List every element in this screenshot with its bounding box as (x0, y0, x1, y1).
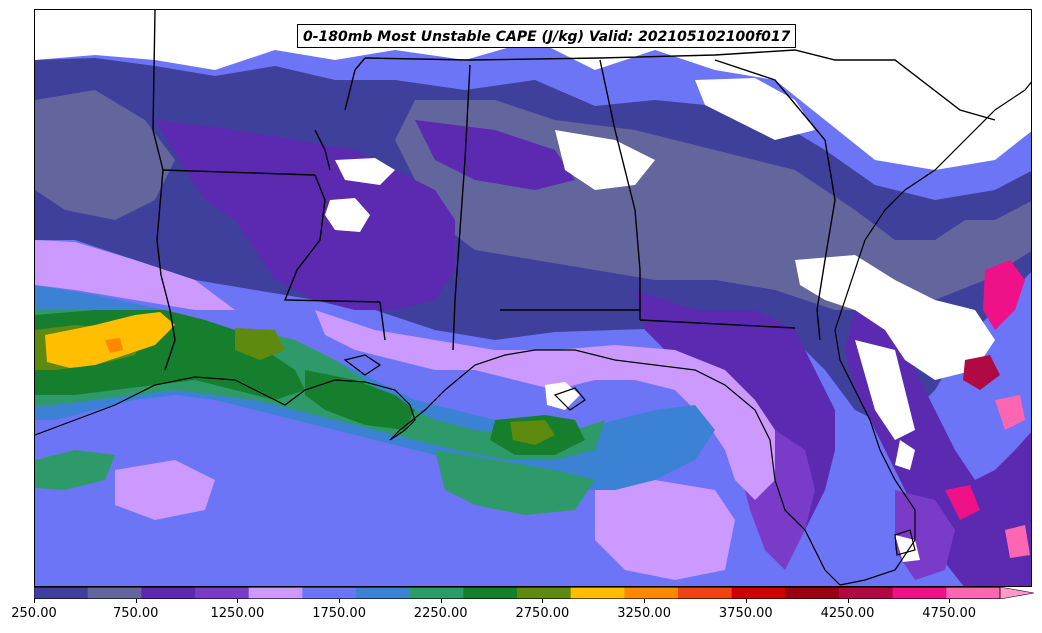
colorbar-tick-label: 4250.00 (820, 606, 875, 621)
colorbar-segment (302, 587, 357, 599)
colorbar-tick-mark (644, 599, 646, 603)
colorbar-tick-mark (237, 599, 239, 603)
colorbar-tick-mark (847, 599, 849, 603)
colorbar-tick-mark (440, 599, 442, 603)
colorbar-segment (141, 587, 196, 599)
colorbar-tick-label: 250.00 (11, 606, 57, 621)
colorbar-outline (34, 587, 1001, 599)
cape-field-map (35, 10, 1031, 586)
state-boundaries (152, 10, 996, 371)
colorbar-tick-row: 250.00 750.00 1250.00 1750.00 2250.00 2750.00… (0, 599, 1042, 629)
map-title: 0-180mb Most Unstable CAPE (J/kg) Valid:… (297, 24, 797, 48)
colorbar-tick-label: 4750.00 (922, 606, 977, 621)
colorbar-segment (34, 587, 89, 599)
colorbar-tick-mark (34, 599, 35, 603)
colorbar-tick-mark (135, 599, 137, 603)
colorbar-segment (195, 587, 250, 599)
colorbar-segment (624, 587, 679, 599)
colorbar-tick-mark (949, 599, 951, 603)
colorbar-segment (517, 587, 572, 599)
colorbar (34, 587, 1034, 599)
colorbar-tick-mark (542, 599, 544, 603)
colorbar-tick-label: 1250.00 (210, 606, 265, 621)
colorbar-segment (785, 587, 840, 599)
colorbar-gradient (34, 587, 1034, 599)
colorbar-tick-label: 3250.00 (617, 606, 671, 621)
cape-map: 0-180mb Most Unstable CAPE (J/kg) Valid:… (34, 9, 1032, 587)
colorbar-tick-label: 3750.00 (718, 606, 773, 621)
colorbar-segment (839, 587, 894, 599)
cape-fill-layer (35, 10, 1031, 586)
colorbar-tick-label: 1750.00 (312, 606, 366, 621)
colorbar-tick-mark (339, 599, 341, 603)
colorbar-segment (87, 587, 142, 599)
colorbar-segment (570, 587, 625, 599)
colorbar-tick-label: 2250.00 (413, 606, 468, 621)
colorbar-segment (463, 587, 518, 599)
colorbar-segment (731, 587, 786, 599)
colorbar-tick-label: 750.00 (112, 606, 159, 621)
colorbar-segment (409, 587, 464, 599)
colorbar-segment (356, 587, 411, 599)
colorbar-tick-mark (745, 599, 747, 603)
colorbar-tick-label: 2750.00 (515, 606, 570, 621)
coastline (35, 81, 1031, 586)
colorbar-segment (892, 587, 947, 599)
colorbar-segment (248, 587, 303, 599)
colorbar-segment (678, 587, 733, 599)
colorbar-extend-arrow (999, 587, 1034, 599)
colorbar-segment (946, 587, 1001, 599)
